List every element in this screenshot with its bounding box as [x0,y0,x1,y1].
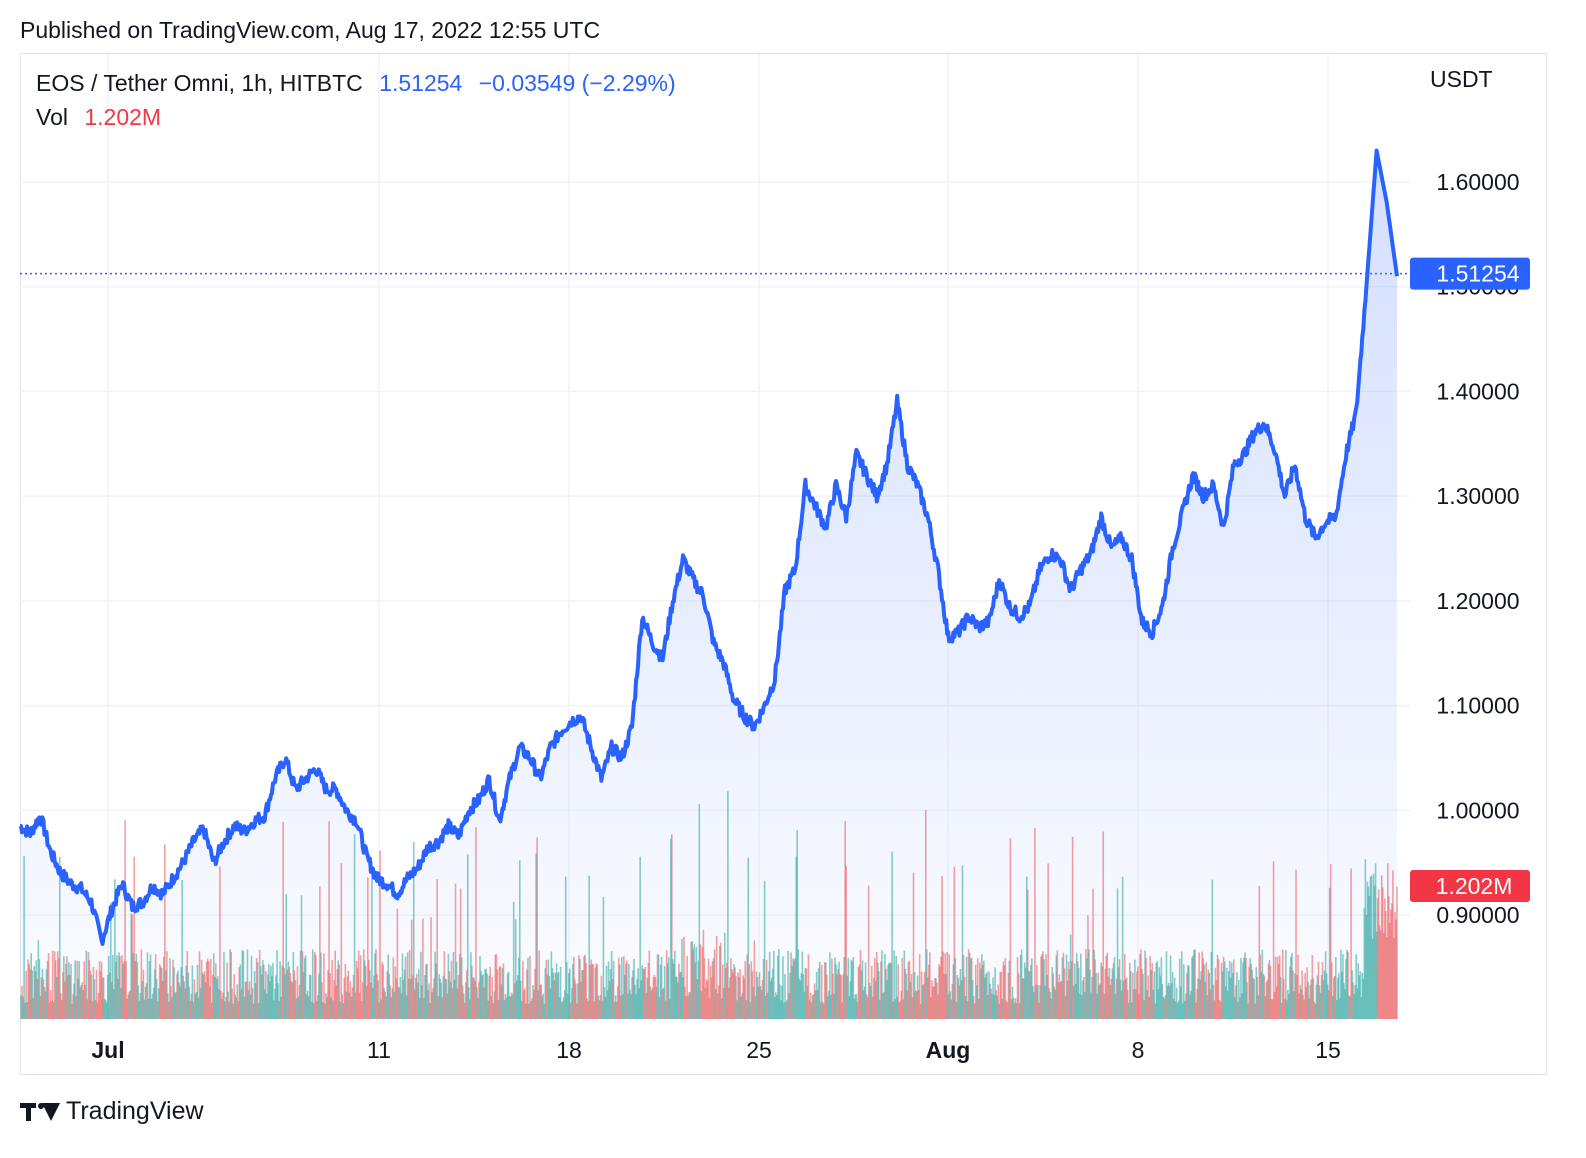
published-caption: Published on TradingView.com, Aug 17, 20… [20,17,601,43]
x-tick-label: Aug [926,1037,971,1063]
y-tick-label: 1.00000 [1436,797,1519,823]
x-tick-label: 15 [1315,1037,1341,1063]
x-tick-label: Jul [91,1037,124,1063]
y-tick-label: 1.10000 [1436,693,1519,719]
last-price-text: 1.51254 [1436,261,1519,287]
tradingview-icon [20,1101,60,1123]
x-tick-label: 11 [367,1037,391,1063]
price-area [20,150,1397,1021]
price-line [19,148,1399,946]
y-tick-label: 0.90000 [1436,902,1519,928]
x-tick-label: 8 [1132,1037,1145,1063]
volume-legend: Vol 1.202M [36,104,161,131]
chart-frame [20,53,1547,1075]
x-tick-label: 18 [556,1037,582,1063]
y-tick-label: 1.40000 [1436,378,1519,404]
y-axis: 1.600001.500001.400001.300001.200001.100… [1436,169,1519,928]
last-price-value: 1.51254 [379,70,463,96]
y-tick-label: 1.20000 [1436,588,1519,614]
brand-name: TradingView [66,1097,204,1125]
x-axis: Jul 11 18 25 Aug 8 15 [91,1037,1340,1063]
y-tick-label: 1.60000 [1436,169,1519,195]
last-price-label: 1.51254 [1410,257,1530,290]
y-tick-label: 1.30000 [1436,483,1519,509]
volume-value-label: 1.202M [1410,870,1530,902]
price-change: −0.03549 (−2.29%) [478,70,676,96]
chart-legend: EOS / Tether Omni, 1h, HITBTC 1.51254 −0… [36,70,676,97]
volume-label: Vol [36,104,68,130]
volume-value: 1.202M [84,104,162,130]
volume-value-text: 1.202M [1436,873,1513,899]
symbol-title: EOS / Tether Omni, 1h, HITBTC [36,70,363,96]
x-tick-label: 25 [746,1037,772,1063]
currency-label: USDT [1430,66,1493,92]
tradingview-logo[interactable]: TradingView [20,1097,204,1126]
